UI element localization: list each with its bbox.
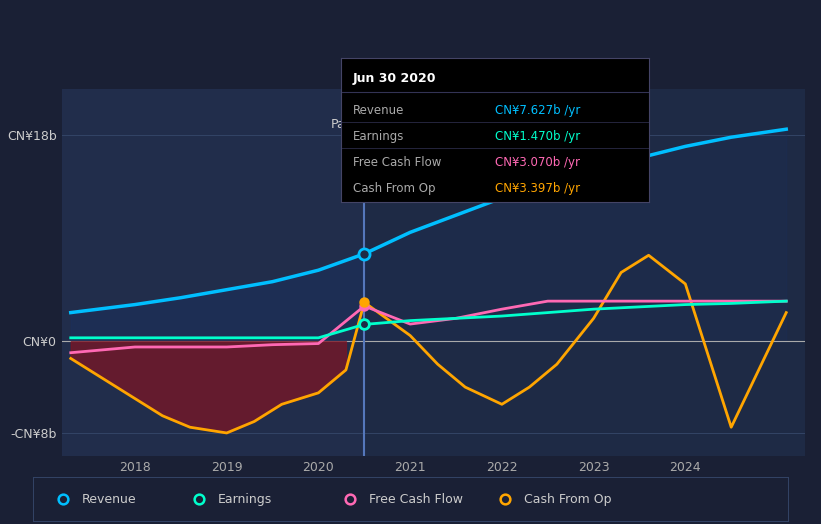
Text: Jun 30 2020: Jun 30 2020	[353, 72, 437, 85]
Text: Cash From Op: Cash From Op	[353, 181, 435, 194]
Polygon shape	[62, 89, 365, 456]
Text: CN¥3.070b /yr: CN¥3.070b /yr	[494, 156, 580, 169]
Text: Cash From Op: Cash From Op	[524, 493, 612, 506]
Text: Analysts Forecasts: Analysts Forecasts	[372, 118, 488, 130]
Text: Revenue: Revenue	[82, 493, 136, 506]
Text: Revenue: Revenue	[353, 104, 405, 117]
Text: Earnings: Earnings	[218, 493, 272, 506]
Text: CN¥3.397b /yr: CN¥3.397b /yr	[494, 181, 580, 194]
Text: Past: Past	[331, 118, 357, 130]
Text: Free Cash Flow: Free Cash Flow	[353, 156, 442, 169]
Text: CN¥1.470b /yr: CN¥1.470b /yr	[494, 129, 580, 143]
Text: CN¥7.627b /yr: CN¥7.627b /yr	[494, 104, 580, 117]
Text: Earnings: Earnings	[353, 129, 405, 143]
Text: Free Cash Flow: Free Cash Flow	[369, 493, 463, 506]
